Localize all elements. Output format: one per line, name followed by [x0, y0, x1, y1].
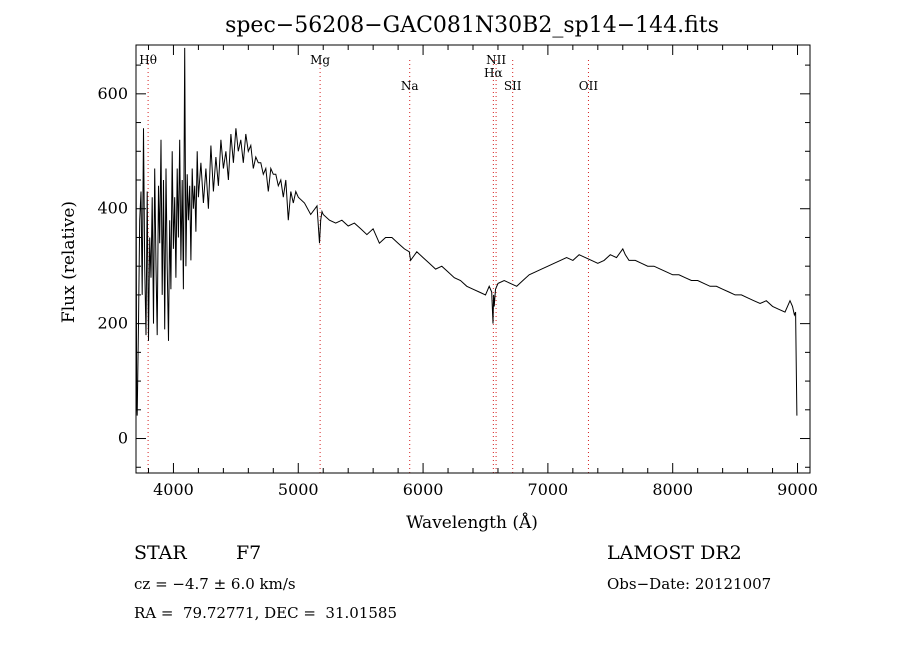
survey-name: LAMOST DR2 — [607, 542, 742, 564]
y-tick-label-2: 400 — [97, 199, 128, 218]
line-label-2: Na — [401, 79, 419, 93]
line-label-6: OII — [579, 79, 599, 93]
line-label-5: SII — [504, 79, 522, 93]
x-tick-label-0: 4000 — [153, 480, 194, 499]
x-tick-label-1: 5000 — [278, 480, 319, 499]
x-tick-label-4: 8000 — [652, 480, 693, 499]
y-tick-label-3: 600 — [97, 84, 128, 103]
line-label-3: NII — [486, 53, 506, 67]
x-tick-label-2: 6000 — [403, 480, 444, 499]
redshift-velocity: cz = −4.7 ± 6.0 km/s — [134, 575, 296, 593]
line-label-1: Mg — [310, 53, 330, 67]
line-label-4: Hα — [484, 66, 503, 80]
x-tick-label-5: 9000 — [777, 480, 818, 499]
y-tick-label-0: 0 — [118, 429, 128, 448]
line-label-0: Hθ — [139, 53, 157, 67]
object-subclass: F7 — [236, 542, 262, 564]
observation-date: Obs−Date: 20121007 — [607, 575, 772, 593]
chart-title: spec−56208−GAC081N30B2_sp14−144.fits — [225, 13, 719, 38]
y-axis-ticks: 0 200 400 600 — [97, 64, 810, 468]
x-axis-ticks: 4000 5000 6000 7000 8000 9000 — [147, 45, 818, 499]
sky-coordinates: RA = 79.72771, DEC = 31.01585 — [134, 604, 398, 622]
y-tick-label-1: 200 — [97, 314, 128, 333]
x-tick-label-3: 7000 — [528, 480, 569, 499]
object-class: STAR — [134, 542, 187, 564]
x-axis-label: Wavelength (Å) — [406, 512, 538, 533]
y-axis-label: Flux (relative) — [59, 201, 79, 323]
plot-frame — [135, 44, 811, 474]
spectrum-series — [135, 47, 798, 416]
spectrum-line — [135, 47, 798, 416]
